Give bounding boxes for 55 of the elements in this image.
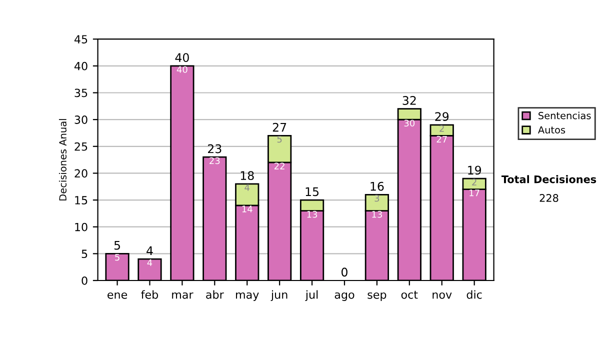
x-tick-label: dic (466, 290, 482, 299)
total-label: 32 (402, 96, 416, 105)
text: 0 (342, 268, 348, 277)
legend-label: Sentencias (538, 112, 591, 120)
data-label: 5 (115, 254, 120, 261)
y-axis-title: Decisiones Anual (58, 119, 66, 200)
x-tick-label: oct (401, 290, 418, 299)
total-label: 5 (114, 241, 120, 250)
y-tick-label: 5 (82, 250, 88, 258)
total-label: 19 (468, 166, 482, 175)
x-tick-label: sep (368, 292, 386, 301)
text: 228 (540, 194, 558, 202)
x-tick-label: ago (334, 292, 354, 301)
x-tick-label: nov (432, 292, 452, 299)
y-tick-label: 15 (75, 196, 88, 204)
legend-label: Autos (538, 126, 566, 134)
x-tick-label: jul (305, 290, 318, 301)
total-label: 23 (208, 144, 222, 154)
data-label: 5 (277, 136, 282, 143)
x-tick-label: abr (206, 290, 224, 299)
total-label: 16 (370, 182, 384, 191)
data-label: 27 (436, 136, 447, 143)
total-label: 4 (146, 246, 153, 255)
x-tick-label: ene (108, 292, 128, 299)
data-label: 40 (176, 66, 188, 73)
x-tick-label: feb (141, 290, 158, 299)
total-label: 18 (240, 171, 254, 180)
data-label: 17 (470, 190, 480, 196)
data-label: 30 (404, 120, 415, 127)
y-tick-label: 40 (74, 62, 88, 70)
data-label: 2 (472, 178, 476, 186)
total-label: 15 (306, 187, 319, 196)
y-tick-label: 45 (74, 35, 88, 44)
data-label: 4 (244, 184, 250, 191)
y-tick-label: 0 (82, 276, 88, 285)
data-label: 13 (372, 210, 382, 218)
data-label: 3 (374, 194, 380, 202)
total-label: 29 (435, 112, 449, 122)
y-tick-label: 20 (74, 169, 88, 178)
y-tick-label: 30 (74, 116, 88, 124)
total-label: 40 (175, 53, 189, 62)
y-tick-label: 10 (75, 222, 88, 232)
text: Total Decisiones (501, 175, 596, 184)
total-label: 27 (272, 122, 286, 132)
data-label: 14 (242, 206, 252, 212)
data-label: 13 (307, 210, 318, 218)
data-label: 22 (274, 162, 284, 170)
x-tick-label: mar (172, 292, 194, 299)
data-label: 23 (210, 157, 220, 164)
y-tick-label: 25 (74, 142, 88, 151)
x-tick-label: may (236, 292, 259, 301)
y-tick-label: 35 (74, 88, 88, 98)
x-tick-label: jun (270, 290, 288, 301)
data-label: 2 (440, 125, 444, 132)
data-label: 4 (147, 259, 152, 266)
